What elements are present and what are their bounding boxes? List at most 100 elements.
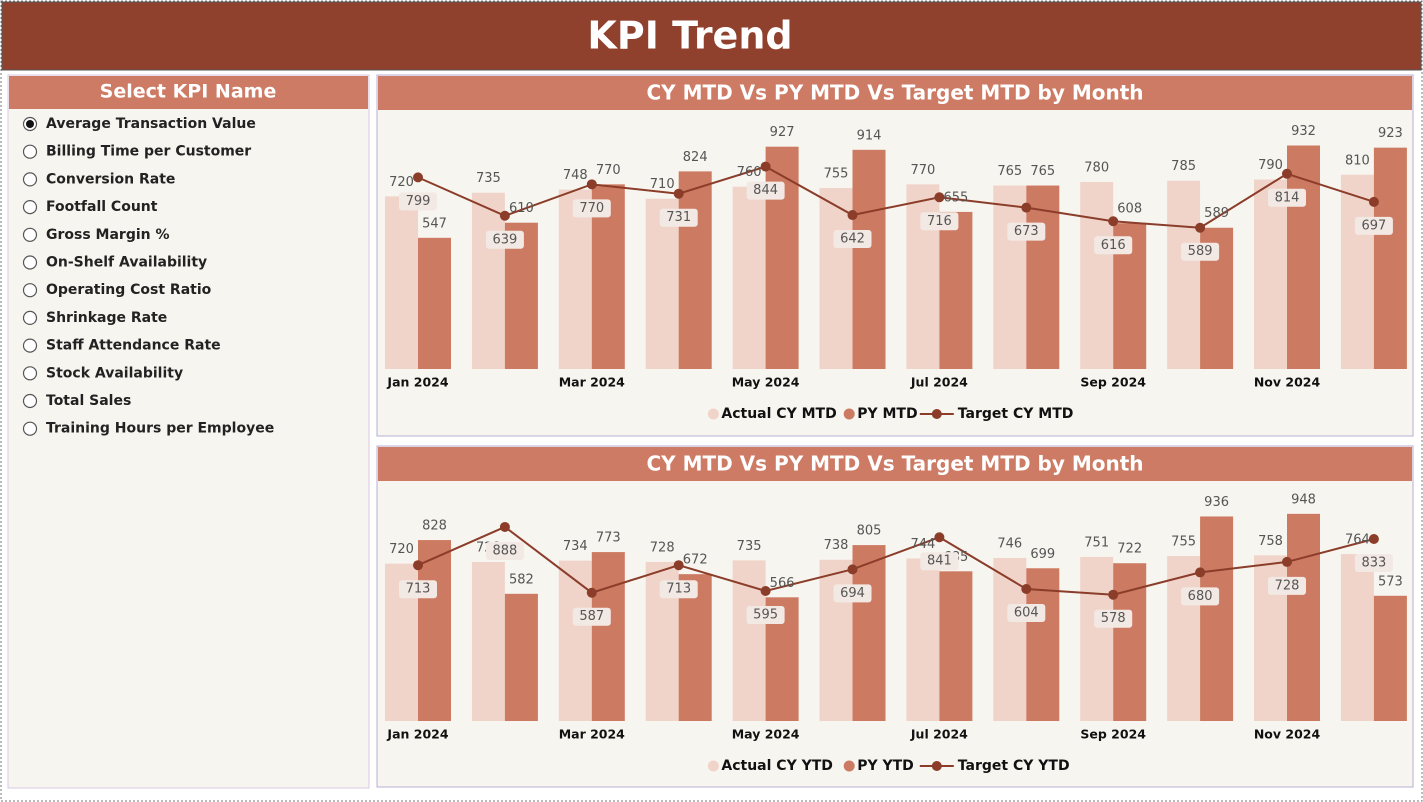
line bbox=[417, 525, 1375, 596]
x-tick-label: Jan 2024 bbox=[386, 727, 448, 742]
line-point bbox=[1021, 584, 1032, 595]
data-label: 734 bbox=[563, 539, 588, 554]
data-label: 765 bbox=[1030, 164, 1055, 179]
data-label: 773 bbox=[596, 531, 621, 546]
legend-label: Actual CY MTD bbox=[721, 406, 836, 422]
slicer-option[interactable]: Total Sales bbox=[46, 393, 131, 409]
radio-button[interactable] bbox=[22, 366, 38, 381]
slicer-option[interactable]: Staff Attendance Rate bbox=[46, 338, 221, 354]
chart-panel bbox=[376, 74, 1414, 437]
legend-label: Target CY MTD bbox=[958, 406, 1074, 422]
chart-header bbox=[378, 76, 1412, 110]
radio-button[interactable] bbox=[22, 310, 38, 325]
line-point bbox=[1108, 589, 1119, 600]
line-point bbox=[934, 532, 945, 543]
radio-button[interactable] bbox=[22, 255, 38, 270]
radio-button[interactable] bbox=[22, 421, 38, 436]
slicer-option[interactable]: Gross Margin % bbox=[46, 227, 170, 243]
line-point bbox=[847, 210, 858, 221]
line-point bbox=[413, 560, 423, 571]
data-label: 720 bbox=[389, 175, 414, 190]
radio-button[interactable] bbox=[22, 283, 38, 298]
data-label: 604 bbox=[1014, 606, 1039, 621]
slicer-option[interactable]: Operating Cost Ratio bbox=[46, 282, 212, 298]
slicer-option[interactable]: Stock Availability bbox=[46, 365, 183, 381]
x-tick-label: Mar 2024 bbox=[559, 727, 625, 742]
bar bbox=[819, 559, 853, 721]
label-box bbox=[1181, 587, 1220, 606]
slicer-panel bbox=[7, 74, 370, 789]
line-point bbox=[934, 192, 945, 203]
bar bbox=[906, 558, 940, 721]
data-label: 824 bbox=[683, 150, 708, 165]
data-label: 680 bbox=[1188, 589, 1213, 604]
bar bbox=[1026, 568, 1060, 721]
bar bbox=[852, 545, 886, 721]
bar bbox=[471, 561, 505, 721]
legend-label: PY MTD bbox=[857, 406, 917, 422]
label-box bbox=[920, 212, 959, 231]
line-point bbox=[499, 521, 510, 532]
bar bbox=[1373, 147, 1407, 369]
data-label: 764 bbox=[1345, 533, 1370, 548]
data-label: 710 bbox=[650, 177, 675, 192]
data-label: 673 bbox=[1014, 224, 1039, 239]
data-label: 751 bbox=[1084, 535, 1109, 550]
data-label: 888 bbox=[492, 543, 517, 558]
data-label: 914 bbox=[857, 128, 882, 143]
slicer-option[interactable]: Shrinkage Rate bbox=[46, 310, 167, 326]
slicer-option[interactable]: Training Hours per Employee bbox=[46, 421, 274, 437]
bar bbox=[993, 557, 1027, 721]
radio-button[interactable] bbox=[22, 172, 38, 187]
label-box bbox=[1268, 576, 1306, 595]
data-label: 760 bbox=[737, 165, 762, 180]
data-label: 755 bbox=[1171, 535, 1196, 550]
data-label: 746 bbox=[997, 536, 1022, 551]
label-box bbox=[1354, 553, 1393, 572]
label-box bbox=[399, 580, 437, 599]
chart-title: CY MTD Vs PY MTD Vs Target MTD by Month bbox=[646, 452, 1143, 476]
data-label: 716 bbox=[927, 214, 952, 229]
slicer-option[interactable]: Footfall Count bbox=[46, 199, 158, 215]
line-point bbox=[1195, 222, 1206, 233]
radio-button[interactable] bbox=[22, 227, 38, 242]
data-label: 748 bbox=[563, 168, 588, 183]
line bbox=[417, 165, 1375, 229]
data-label: 799 bbox=[406, 194, 431, 209]
line-point bbox=[1195, 567, 1206, 578]
bar bbox=[1167, 180, 1201, 369]
data-label: 765 bbox=[997, 164, 1022, 179]
label-box bbox=[833, 584, 872, 603]
radio-button[interactable] bbox=[22, 338, 38, 353]
label-box bbox=[1268, 188, 1306, 207]
slicer-option[interactable]: Billing Time per Customer bbox=[46, 144, 251, 160]
data-label: 810 bbox=[1345, 153, 1370, 168]
slicer-option[interactable]: Conversion Rate bbox=[46, 171, 175, 187]
bar bbox=[732, 560, 766, 721]
chart-panel bbox=[376, 445, 1414, 788]
slicer-option[interactable]: Average Transaction Value bbox=[46, 116, 256, 132]
line-point bbox=[760, 161, 771, 172]
radio-button[interactable] bbox=[22, 144, 38, 159]
data-label: 844 bbox=[753, 183, 778, 198]
bar bbox=[1287, 513, 1320, 721]
line-point bbox=[586, 587, 597, 598]
data-label: 566 bbox=[770, 576, 795, 591]
data-label: 923 bbox=[1378, 126, 1403, 141]
x-tick-label: Sep 2024 bbox=[1080, 727, 1146, 742]
radio-button[interactable] bbox=[22, 393, 38, 409]
page-title: KPI Trend bbox=[587, 14, 792, 58]
data-label: 728 bbox=[1275, 578, 1300, 593]
bar bbox=[1340, 554, 1374, 721]
data-label: 936 bbox=[1204, 495, 1229, 510]
slicer-option[interactable]: On-Shelf Availability bbox=[46, 255, 207, 271]
x-tick-label: Sep 2024 bbox=[1080, 375, 1146, 390]
x-tick-label: Mar 2024 bbox=[559, 375, 625, 390]
data-label: 932 bbox=[1291, 124, 1316, 139]
data-label: 805 bbox=[857, 524, 882, 539]
label-box bbox=[659, 208, 698, 227]
radio-button[interactable] bbox=[22, 200, 38, 215]
label-box bbox=[485, 230, 524, 249]
bar bbox=[418, 540, 451, 721]
